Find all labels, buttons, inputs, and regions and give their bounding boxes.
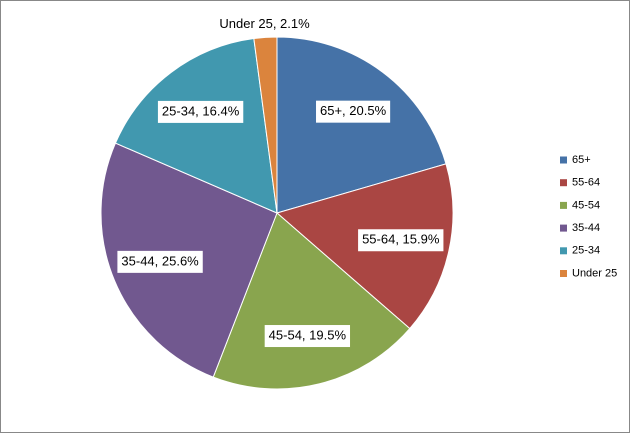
pie-slice: [114, 37, 278, 214]
data-label-box: [358, 229, 444, 252]
legend-swatch: [560, 247, 567, 255]
legend-swatch: [560, 270, 567, 277]
data-label: Under 25, 2.1%: [219, 16, 310, 31]
data-label-box: [117, 250, 203, 273]
legend-label: 25-34: [572, 245, 600, 257]
legend-swatch: [560, 224, 567, 232]
data-label-box: [264, 325, 351, 348]
legend-label: 35-44: [572, 222, 600, 234]
data-label: 55-64, 15.9%: [362, 232, 440, 247]
data-label-box: [316, 100, 391, 123]
pie-slice: [253, 36, 278, 214]
legend-swatch: [560, 156, 567, 164]
data-label: 25-34, 16.4%: [162, 103, 240, 118]
legend-label: 55-64: [572, 177, 600, 189]
data-label: 65+, 20.5%: [320, 103, 387, 118]
pie-slice: [212, 212, 411, 390]
legend-label: Under 25: [572, 267, 617, 279]
data-label: 35-44, 25.6%: [121, 253, 199, 268]
data-label-box: [157, 100, 244, 123]
legend-label: 65+: [572, 154, 591, 166]
legend-label: 45-54: [572, 199, 600, 211]
data-label: 45-54, 19.5%: [269, 327, 347, 342]
pie-slice: [276, 36, 447, 214]
legend-swatch: [560, 201, 567, 209]
legend-swatch: [560, 179, 567, 187]
